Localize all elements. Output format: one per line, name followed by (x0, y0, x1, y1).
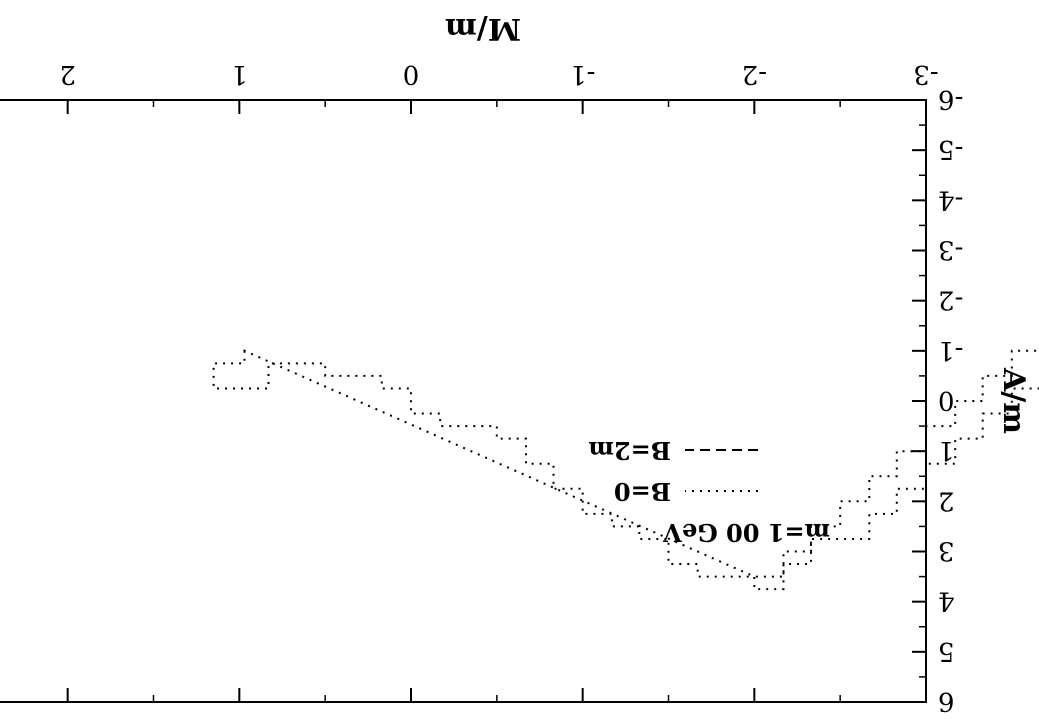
y-tick-label-9: 3 (938, 536, 955, 566)
y-tick-label-3: -3 (938, 235, 963, 265)
x-tick-label-5: 2 (59, 59, 76, 89)
y-tick-label-4: -2 (938, 285, 963, 315)
y-tick-label-11: 5 (938, 636, 955, 666)
y-tick-label-5: -1 (938, 335, 963, 365)
y-tick-label-1: -5 (938, 134, 963, 164)
legend: B=0 B=2m (589, 436, 758, 506)
legend-label-b2m: B=2m (589, 436, 672, 465)
y-axis-label: A/m (996, 367, 1031, 434)
x-tick-label-2: -1 (570, 59, 595, 89)
y-tick-label-8: 2 (938, 485, 955, 515)
y-tick-label-2: -4 (938, 184, 963, 214)
x-tick-label-4: 1 (231, 59, 248, 89)
plot-frame (0, 99, 927, 703)
x-axis-label: M/m (445, 11, 521, 46)
x-tick-label-0: -3 (913, 59, 938, 89)
y-tick-label-0: -6 (938, 84, 963, 114)
contours (212, 349, 1039, 591)
x-tick-label-3: 0 (403, 59, 420, 89)
y-tick-label-12: 6 (938, 686, 955, 716)
y-tick-label-6: 0 (938, 385, 955, 415)
legend-label-b0: B=0 (614, 477, 671, 506)
x-tick-label-1: -2 (742, 59, 767, 89)
axis-ticks (66, 99, 927, 703)
y-tick-label-7: 1 (938, 435, 955, 465)
y-tick-label-10: 4 (938, 586, 955, 616)
annotation-text: m=1 00 GeV (663, 518, 830, 547)
contour-dotted-0-0 (212, 349, 1039, 591)
